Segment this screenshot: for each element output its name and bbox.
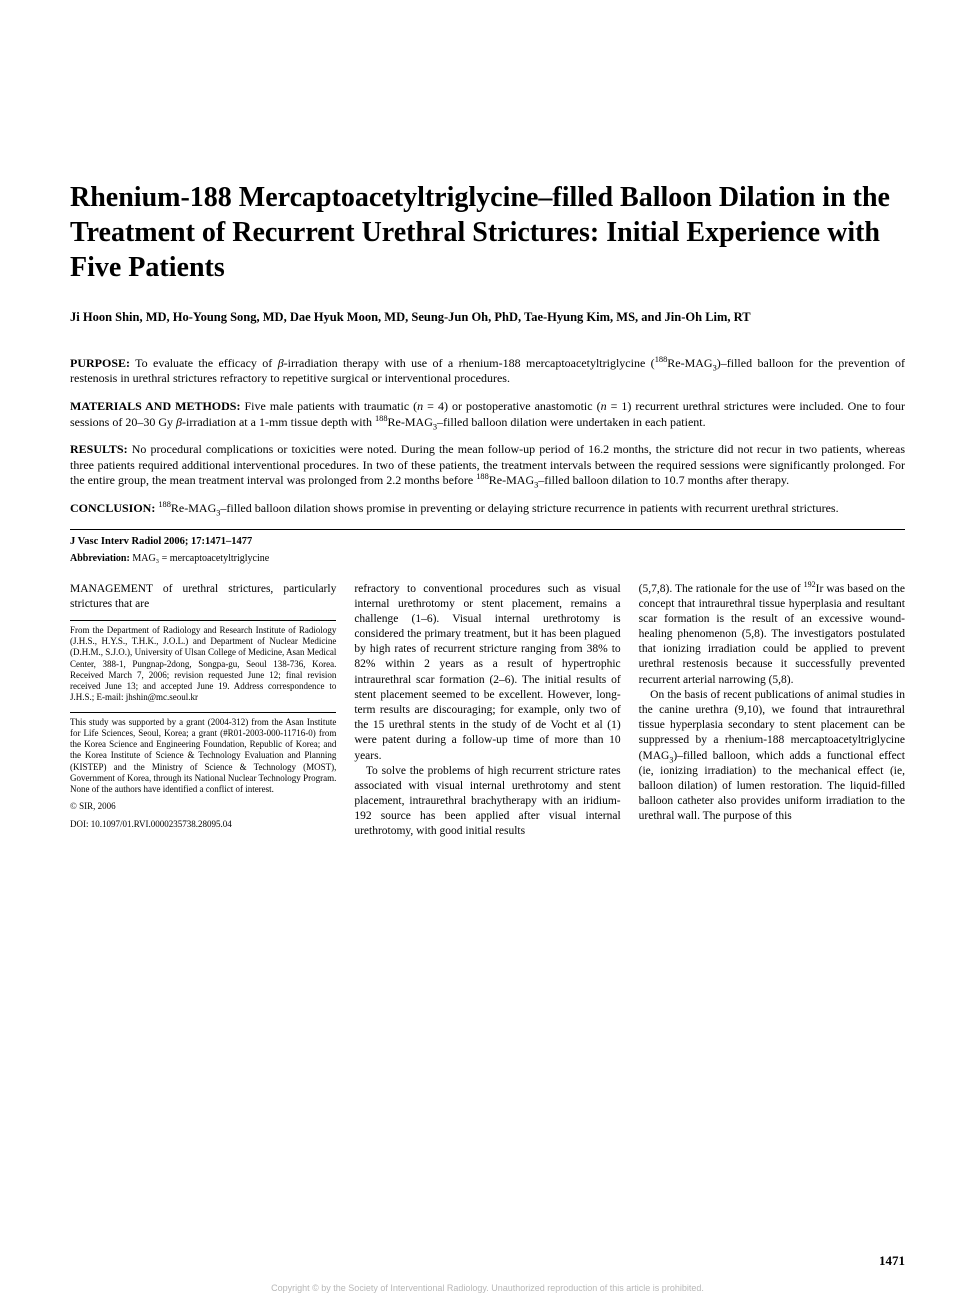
purpose-text-1: To evaluate the efficacy of [130,356,278,370]
sup-192: 192 [804,580,816,589]
methods-text-4: -irradiation at a 1-mm tissue depth with [182,415,375,429]
purpose-text-2: -irradiation therapy with use of a rheni… [284,356,655,370]
re-mag-3: Re-MAG [489,473,534,487]
copyright-watermark: Copyright © by the Society of Interventi… [0,1283,975,1293]
journal-citation: J Vasc Interv Radiol 2006; 17:1471–1477 [70,536,905,547]
abbrev-text: MAG₃ = mercaptoacetyltriglycine [130,553,269,564]
methods-text-5: –filled balloon dilation were undertaken… [437,415,706,429]
conclusion-text-2: –filled balloon dilation shows promise i… [220,501,838,515]
author-list: Ji Hoon Shin, MD, Ho-Young Song, MD, Dae… [70,309,905,326]
footnote-divider-2 [70,712,336,713]
article-title: Rhenium-188 Mercaptoacetyltriglycine–fil… [70,180,905,285]
methods-label: MATERIALS AND METHODS: [70,399,240,413]
funding-footnote: This study was supported by a grant (200… [70,717,336,796]
body-columns: MANAGEMENT of urethral strictures, parti… [70,582,905,840]
para-3a-pre: (5,7,8). The rationale for the use of [639,583,804,595]
page-number: 1471 [879,1253,905,1269]
body-para-3b: On the basis of recent publications of a… [639,688,905,825]
abstract-purpose: PURPOSE: To evaluate the efficacy of β-i… [70,356,905,387]
footnote-divider-1 [70,620,336,621]
abstract-results: RESULTS: No procedural complications or … [70,442,905,489]
re-mag: Re-MAG [667,356,712,370]
methods-text-2: = 4) or postoperative anastomotic ( [423,399,600,413]
results-label: RESULTS: [70,442,128,456]
footnote-block: From the Department of Radiology and Res… [70,620,336,830]
copyright-footnote: © SIR, 2006 [70,801,336,812]
lead-paragraph: MANAGEMENT of urethral strictures, parti… [70,582,336,612]
re-mag-2: Re-MAG [388,415,433,429]
methods-text-1: Five male patients with traumatic ( [240,399,417,413]
sup-188-2: 188 [375,414,388,423]
abbrev-label: Abbreviation: [70,553,130,564]
abstract-conclusion: CONCLUSION: 188Re-MAG3–filled balloon di… [70,501,905,517]
body-para-2b: To solve the problems of high recurrent … [354,764,620,840]
body-para-3a: (5,7,8). The rationale for the use of 19… [639,582,905,688]
para-3a-post: Ir was based on the concept that intraur… [639,583,905,686]
divider-line [70,529,905,530]
affiliation-footnote: From the Department of Radiology and Res… [70,625,336,704]
purpose-label: PURPOSE: [70,356,130,370]
results-text-2: –filled balloon dilation to 10.7 months … [538,473,789,487]
doi-footnote: DOI: 10.1097/01.RVI.0000235738.28095.04 [70,819,336,830]
re-mag-4: Re-MAG [171,501,216,515]
para-3b-post: )–filled balloon, which adds a functiona… [639,750,905,823]
body-para-2a: refractory to conventional procedures su… [354,582,620,764]
sup-188: 188 [655,355,668,364]
conclusion-label: CONCLUSION: [70,501,155,515]
abbreviation-line: Abbreviation: MAG₃ = mercaptoacetyltrigl… [70,553,905,564]
sup-188-4: 188 [158,500,171,509]
sup-188-3: 188 [476,472,489,481]
abstract-methods: MATERIALS AND METHODS: Five male patient… [70,399,905,430]
